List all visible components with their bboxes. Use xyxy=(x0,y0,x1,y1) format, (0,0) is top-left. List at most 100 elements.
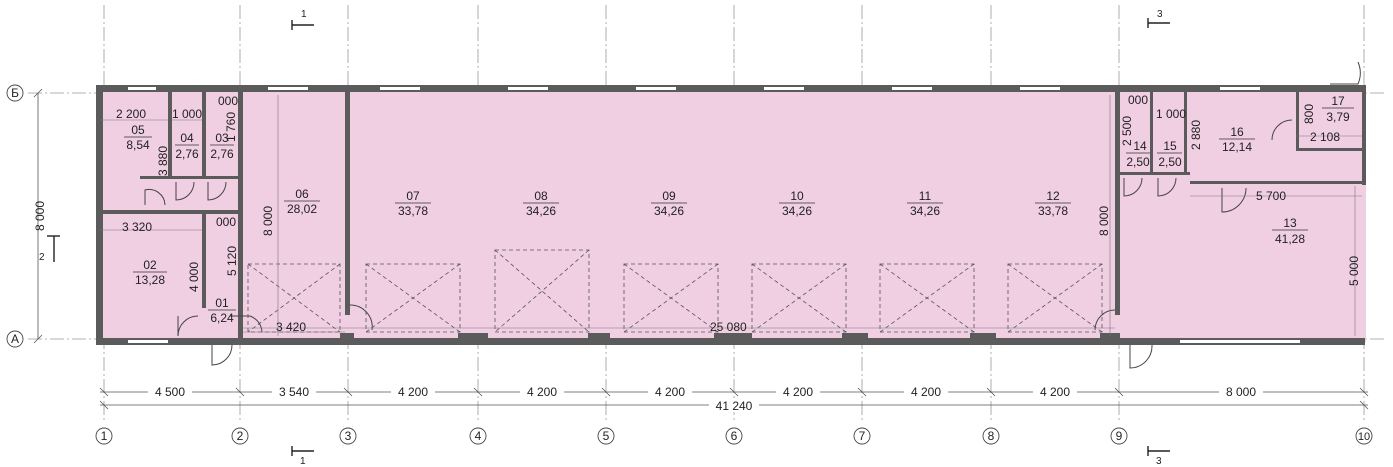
svg-text:05: 05 xyxy=(131,123,145,137)
dim-label: 000 xyxy=(1128,93,1148,107)
svg-text:2,50: 2,50 xyxy=(1126,155,1150,169)
dim-label: 000 xyxy=(218,94,238,108)
door-swing xyxy=(1157,177,1177,197)
svg-text:14: 14 xyxy=(1133,139,1147,153)
wall-north xyxy=(96,85,1365,92)
dim-span-4: 4 200 xyxy=(527,385,557,399)
section-marks xyxy=(47,18,1170,456)
dim-span-7: 4 200 xyxy=(911,385,941,399)
axis-markers-x xyxy=(95,427,1373,445)
wall-west xyxy=(96,85,103,345)
column xyxy=(340,333,354,343)
door-swing xyxy=(1271,119,1293,141)
gate-marking xyxy=(365,263,461,333)
axis-label-a: А xyxy=(11,332,19,346)
gate-marking xyxy=(494,249,590,333)
dim-span-2: 3 540 xyxy=(279,385,309,399)
axis-label-b: Б xyxy=(11,86,19,100)
window xyxy=(1020,87,1060,90)
svg-text:2,50: 2,50 xyxy=(1158,155,1182,169)
room-label: 173,79 xyxy=(1322,94,1354,124)
left-dimension: 8 000 xyxy=(33,88,47,344)
svg-text:16: 16 xyxy=(1230,125,1244,139)
axis-label-3: 3 xyxy=(345,429,352,443)
door-swing xyxy=(207,181,227,201)
door-swing xyxy=(211,344,233,366)
svg-text:10: 10 xyxy=(790,189,804,203)
left-dim-label: 8 000 xyxy=(33,201,47,231)
partition xyxy=(1120,172,1190,175)
dim-span-5: 4 200 xyxy=(655,385,685,399)
svg-text:04: 04 xyxy=(180,131,194,145)
section-mark-labels: 1 1 3 3 2 xyxy=(39,9,1163,467)
partition xyxy=(100,210,240,214)
svg-text:2,76: 2,76 xyxy=(175,147,199,161)
dim-label: 3 320 xyxy=(122,220,152,234)
section-label: 3 xyxy=(1156,456,1162,467)
window xyxy=(764,87,804,90)
door-swing xyxy=(177,315,199,337)
partition xyxy=(1115,89,1120,315)
partition xyxy=(168,89,172,179)
dim-total: 41 240 xyxy=(716,399,753,413)
wall-east xyxy=(1362,85,1366,185)
room-label: 058,54 xyxy=(124,123,152,152)
window xyxy=(380,87,420,90)
section-label: 1 xyxy=(301,9,307,20)
gate-marking xyxy=(879,263,975,333)
door-swing xyxy=(1330,61,1361,85)
svg-text:02: 02 xyxy=(143,258,157,272)
door-swing xyxy=(1221,187,1247,213)
room-label: 13 41,28 xyxy=(1272,216,1308,246)
dim-label: 4 000 xyxy=(187,262,201,292)
door-swing xyxy=(1094,309,1116,331)
column xyxy=(588,333,610,343)
svg-text:01: 01 xyxy=(215,296,229,310)
partition xyxy=(1190,181,1364,184)
gate-marking xyxy=(1007,263,1103,333)
svg-text:08: 08 xyxy=(534,189,548,203)
partition xyxy=(345,89,350,315)
partition xyxy=(1184,89,1187,175)
svg-text:12,14: 12,14 xyxy=(1222,140,1252,154)
window xyxy=(128,340,168,343)
axis-label-10: 10 xyxy=(1358,431,1370,443)
axis-label-2: 2 xyxy=(237,429,244,443)
door-swing xyxy=(230,315,263,333)
column xyxy=(714,333,752,343)
partition xyxy=(238,89,243,341)
dim-label: 5 120 xyxy=(225,246,239,276)
window xyxy=(892,87,932,90)
column xyxy=(1100,333,1120,343)
dim-label: 000 xyxy=(216,215,236,229)
svg-text:13: 13 xyxy=(1283,216,1297,230)
room-label: 016,24 xyxy=(208,296,236,325)
axis-label-6: 6 xyxy=(731,429,738,443)
column xyxy=(970,333,996,343)
building-fill xyxy=(100,89,1366,342)
svg-text:34,26: 34,26 xyxy=(782,204,812,218)
dim-label: 2 500 xyxy=(1120,116,1134,146)
svg-text:3,79: 3,79 xyxy=(1326,110,1350,124)
partition xyxy=(1296,89,1299,151)
column xyxy=(458,333,488,343)
windows xyxy=(128,87,1300,343)
room-label: 142,50 xyxy=(1126,139,1150,169)
section-label: 2 xyxy=(39,252,45,263)
interior-walls xyxy=(100,89,1364,343)
section-label: 3 xyxy=(1157,9,1163,20)
dim-label: 8 000 xyxy=(1097,206,1111,236)
svg-text:07: 07 xyxy=(406,189,420,203)
column xyxy=(842,333,868,343)
svg-text:8,54: 8,54 xyxy=(126,138,150,152)
door-swing xyxy=(1129,344,1153,369)
dim-label: 5 700 xyxy=(1256,189,1286,203)
partition xyxy=(1150,89,1153,175)
room-fills xyxy=(100,89,1366,342)
